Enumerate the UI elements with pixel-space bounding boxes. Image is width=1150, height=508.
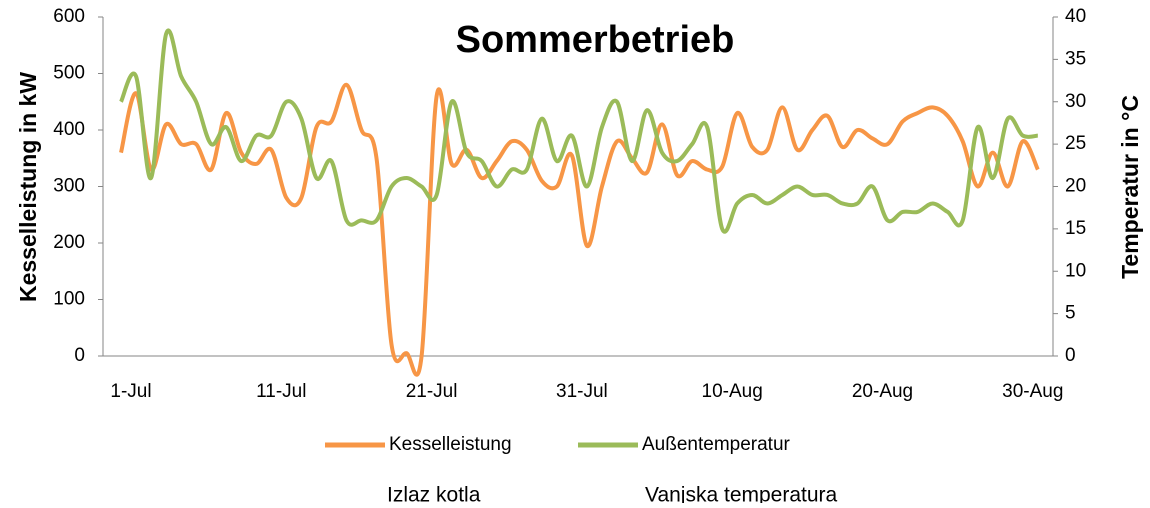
y2-tick-label: 15 xyxy=(1065,218,1086,239)
y-tick-label: 300 xyxy=(53,176,85,197)
x-tick-label: 20-Aug xyxy=(852,381,913,402)
legend-label: Außentemperatur xyxy=(642,434,791,455)
y-tick-label: 500 xyxy=(53,63,85,84)
y2-tick-label: 35 xyxy=(1065,48,1086,69)
y-tick-label: 600 xyxy=(53,6,85,27)
y2-axis-label: Temperatur in °C xyxy=(1117,95,1143,279)
x-tick-label: 10-Aug xyxy=(702,381,763,402)
x-tick-label: 21-Jul xyxy=(406,381,458,402)
y-tick-label: 0 xyxy=(74,345,85,366)
series-line xyxy=(119,82,1040,377)
legend-subtitle: Vanjska temperatura xyxy=(645,484,838,503)
y-axis-label: Kesselleistung in kW xyxy=(15,72,41,302)
y2-tick-label: 40 xyxy=(1065,6,1086,27)
y2-tick-label: 10 xyxy=(1065,260,1086,281)
y2-tick-label: 0 xyxy=(1065,345,1076,366)
y2-tick-label: 30 xyxy=(1065,91,1086,112)
x-tick-label: 31-Jul xyxy=(556,381,608,402)
x-tick-label: 1-Jul xyxy=(110,381,151,402)
x-tick-label: 30-Aug xyxy=(1002,381,1063,402)
y2-tick-label: 20 xyxy=(1065,176,1086,197)
legend-subtitle: Izlaz kotla xyxy=(387,484,481,503)
y2-tick-label: 25 xyxy=(1065,133,1086,154)
legend-label: Kesselleistung xyxy=(389,434,512,455)
y-tick-label: 200 xyxy=(53,232,85,253)
y-tick-label: 400 xyxy=(53,119,85,140)
y2-tick-label: 5 xyxy=(1065,303,1076,324)
x-tick-label: 11-Jul xyxy=(256,381,306,402)
chart-title: Sommerbetrieb xyxy=(456,19,735,61)
y-tick-label: 100 xyxy=(53,289,85,310)
series-line xyxy=(119,28,1039,234)
